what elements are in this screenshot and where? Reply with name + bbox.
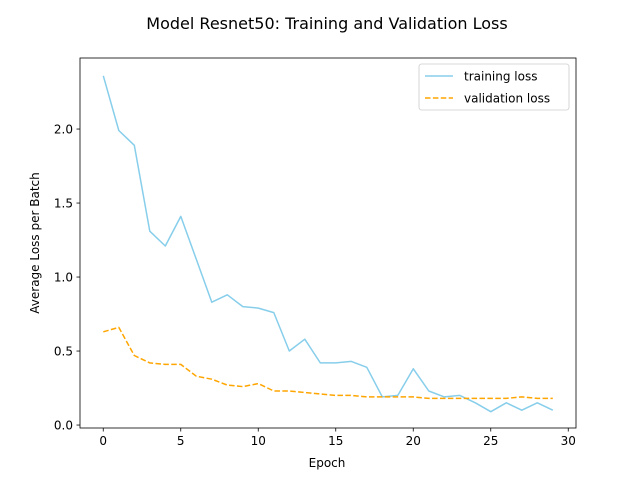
x-tick-label: 5	[177, 434, 185, 448]
legend-label: validation loss	[464, 92, 550, 106]
x-tick-label: 30	[561, 434, 576, 448]
y-tick-label: 1.0	[54, 271, 73, 285]
chart-title: Model Resnet50: Training and Validation …	[146, 14, 507, 33]
x-tick-label: 15	[328, 434, 343, 448]
legend: training loss validation loss	[418, 63, 570, 111]
y-tick-label: 0.5	[54, 345, 73, 359]
x-tick-label: 0	[99, 434, 107, 448]
x-tick-label: 25	[483, 434, 498, 448]
x-tick-label: 20	[406, 434, 421, 448]
axes-frame	[79, 57, 577, 429]
y-tick-label: 2.0	[54, 123, 73, 137]
plot-area: 0 5 10 15 20 25 30 0.0 0.5 1.0 1.5 2.0	[54, 57, 577, 448]
series-line-training-loss	[102, 75, 554, 413]
x-tick-label: 10	[251, 434, 266, 448]
x-axis-label: Epoch	[309, 456, 346, 470]
legend-label: training loss	[464, 70, 537, 84]
y-axis-label: Average Loss per Batch	[28, 172, 42, 313]
y-tick-label: 0.0	[54, 419, 73, 433]
legend-box	[418, 63, 570, 111]
y-tick-label: 1.5	[54, 197, 73, 211]
